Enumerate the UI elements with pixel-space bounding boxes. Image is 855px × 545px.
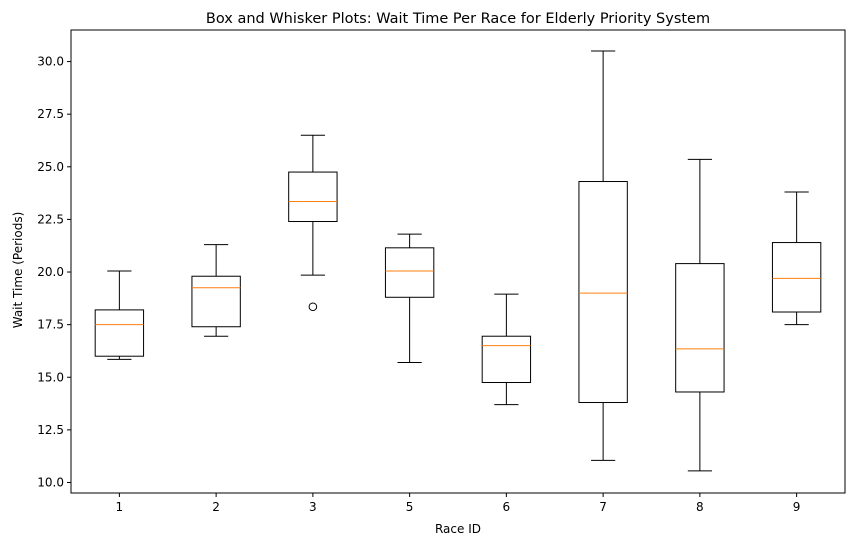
box-3	[288, 171, 338, 223]
x-axis-label: Race ID	[435, 522, 481, 536]
y-tick-label: 20.0	[37, 265, 64, 279]
plot-area: 10.0 12.5 15.0 17.5 20.0 22.5 25.0 27.5 30.0 1 2 3 5…	[37, 29, 846, 514]
box-7	[578, 181, 628, 404]
chart-title: Box and Whisker Plots: Wait Time Per Rac…	[206, 11, 710, 27]
x-tick-label-7: 7	[599, 500, 607, 514]
x-tick-label-3: 3	[309, 500, 317, 514]
y-axis-label: Wait Time (Periods)	[11, 212, 25, 329]
box-2	[191, 275, 241, 328]
x-tick-label-1: 1	[116, 500, 124, 514]
y-tick-label: 25.0	[37, 160, 64, 174]
box-6	[481, 335, 532, 384]
box-9	[771, 242, 822, 313]
y-tick-label: 15.0	[37, 370, 64, 384]
y-tick-label: 22.5	[37, 212, 64, 226]
y-tick-label: 12.5	[37, 423, 64, 437]
x-tick-label-9: 9	[793, 500, 801, 514]
y-tick-label: 27.5	[37, 107, 64, 121]
x-tick-label-5: 5	[406, 500, 414, 514]
outlier-3-0	[308, 302, 318, 312]
box-1	[94, 309, 145, 357]
y-tick-label: 10.0	[37, 475, 64, 489]
y-tick-label: 30.0	[37, 55, 64, 69]
box-5	[384, 247, 435, 298]
x-tick-label-6: 6	[503, 500, 511, 514]
y-tick-label: 17.5	[37, 318, 64, 332]
x-tick-label-2: 2	[212, 500, 220, 514]
x-tick-label-8: 8	[696, 500, 704, 514]
plot-frame	[70, 29, 846, 494]
box-8	[675, 263, 725, 393]
